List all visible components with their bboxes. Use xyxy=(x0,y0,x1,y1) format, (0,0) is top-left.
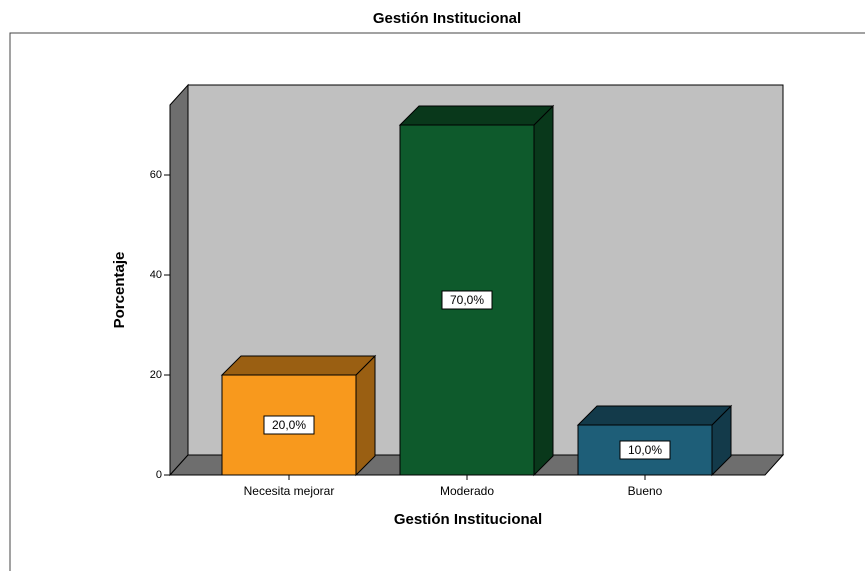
x-tick-label: Moderado xyxy=(440,484,494,498)
value-label-box xyxy=(619,440,671,460)
x-tick-label: Bueno xyxy=(628,484,663,498)
x-tick-label: Necesita mejorar xyxy=(244,484,335,498)
bar-top xyxy=(398,105,555,126)
y-tick-label: 20 xyxy=(150,369,162,381)
value-label-box xyxy=(441,290,493,310)
bar-top xyxy=(220,355,377,376)
y-tick-label: 60 xyxy=(150,169,162,181)
side-wall xyxy=(169,83,189,477)
frame xyxy=(9,32,865,571)
value-label: 70,0% xyxy=(450,293,484,307)
value-label-box xyxy=(263,415,315,435)
y-axis-label: Porcentaje xyxy=(111,252,128,329)
value-label: 20,0% xyxy=(272,418,306,432)
bar-side xyxy=(355,354,376,477)
y-tick-label: 0 xyxy=(156,469,162,481)
chart-title: Gestión Institucional xyxy=(373,10,521,27)
y-tick-label: 40 xyxy=(150,269,162,281)
value-label: 10,0% xyxy=(628,443,662,457)
bar-side xyxy=(533,104,554,477)
bar-top xyxy=(576,405,733,426)
x-axis-label: Gestión Institucional xyxy=(394,511,542,528)
